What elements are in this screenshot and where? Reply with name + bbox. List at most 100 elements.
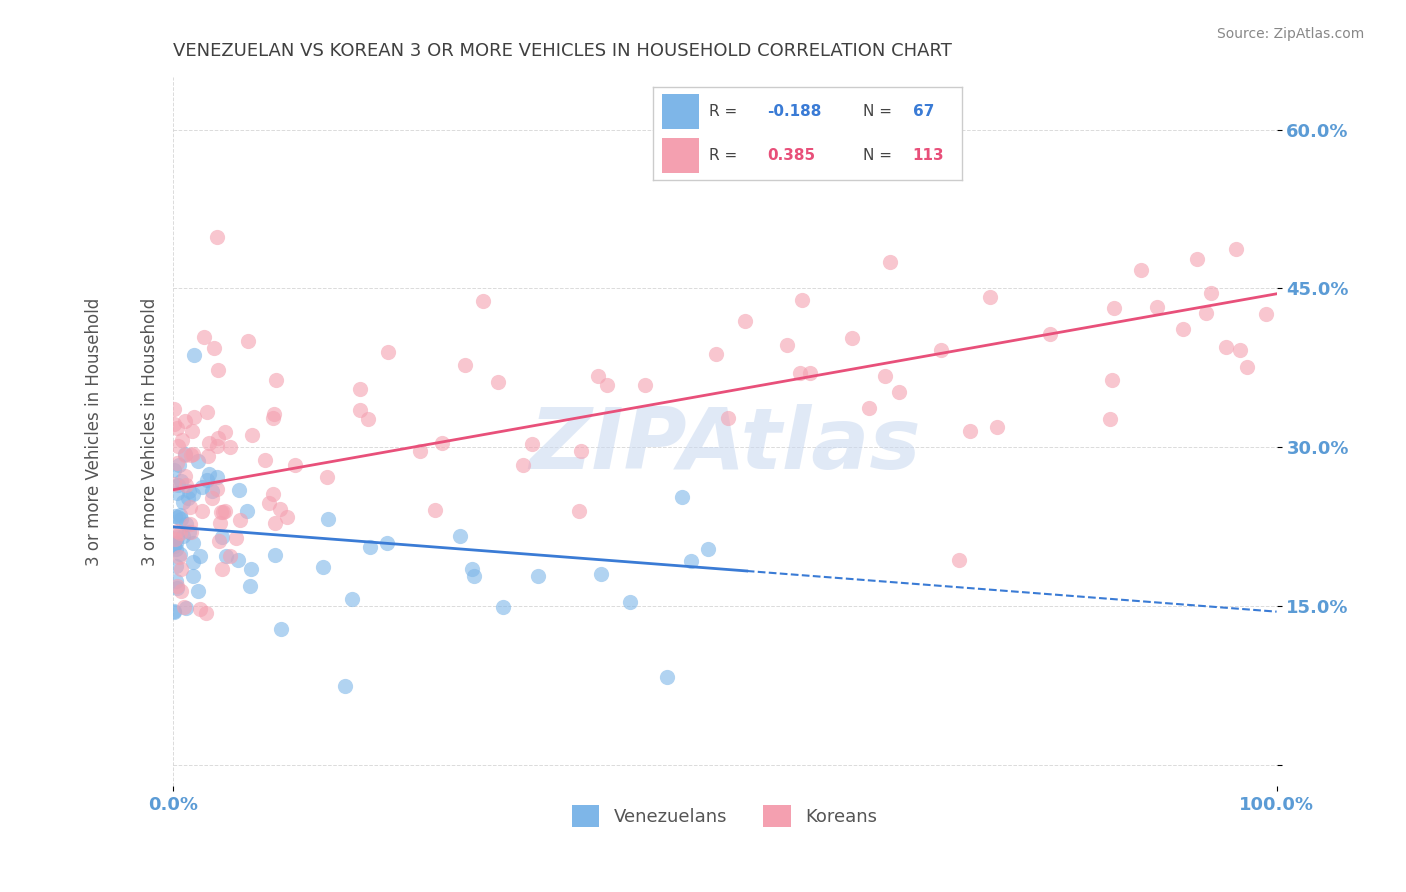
Point — [174, 447, 197, 461]
Point — [202, 341, 225, 355]
Point — [174, 601, 197, 615]
Point — [191, 480, 214, 494]
Point — [1187, 252, 1209, 266]
Point — [858, 401, 880, 415]
Point — [219, 440, 242, 454]
Point — [179, 484, 201, 499]
Point — [181, 536, 204, 550]
Point — [211, 530, 233, 544]
Point — [209, 505, 232, 519]
Point — [619, 595, 641, 609]
Point — [236, 334, 259, 348]
Point — [696, 542, 718, 557]
Point — [214, 504, 236, 518]
Point — [228, 483, 250, 498]
Point — [166, 477, 188, 491]
Point — [205, 439, 228, 453]
Point — [181, 487, 204, 501]
Point — [205, 470, 228, 484]
Point — [357, 411, 380, 425]
Legend: Venezuelans, Koreans: Venezuelans, Koreans — [565, 797, 884, 834]
Point — [163, 605, 186, 619]
Point — [169, 561, 191, 575]
Point — [1171, 321, 1194, 335]
Point — [188, 602, 211, 616]
Point — [986, 419, 1008, 434]
Point — [174, 516, 197, 531]
Point — [170, 512, 193, 526]
Point — [1146, 300, 1168, 314]
Point — [595, 378, 617, 392]
Point — [1229, 343, 1251, 357]
Point — [1199, 285, 1222, 300]
Point — [180, 448, 202, 462]
Point — [197, 449, 219, 463]
Point — [169, 526, 191, 541]
Point — [734, 314, 756, 328]
Point — [375, 536, 398, 550]
Point — [263, 549, 285, 563]
Point — [875, 369, 897, 384]
Point — [207, 431, 229, 445]
Point — [1039, 326, 1062, 341]
Point — [181, 555, 204, 569]
Point — [520, 437, 543, 451]
Point — [163, 508, 186, 523]
Point — [948, 553, 970, 567]
Point — [205, 230, 228, 244]
Point — [959, 424, 981, 438]
Point — [454, 359, 477, 373]
Point — [841, 331, 863, 345]
Point — [170, 475, 193, 489]
Point — [163, 605, 186, 619]
Point — [167, 509, 190, 524]
Point — [1236, 359, 1258, 374]
Point — [166, 530, 188, 544]
Point — [790, 293, 813, 307]
Point — [191, 504, 214, 518]
Point — [177, 525, 200, 540]
Point — [228, 553, 250, 567]
Point — [423, 502, 446, 516]
Point — [165, 574, 187, 589]
Text: Source: ZipAtlas.com: Source: ZipAtlas.com — [1216, 27, 1364, 41]
Point — [342, 591, 364, 606]
Point — [269, 501, 291, 516]
Point — [173, 448, 195, 462]
Point — [409, 443, 432, 458]
Point — [706, 347, 728, 361]
Point — [183, 409, 205, 424]
Point — [169, 508, 191, 522]
Point — [187, 454, 209, 468]
Point — [316, 512, 339, 526]
Point — [207, 363, 229, 377]
Point — [163, 402, 186, 417]
Point — [1254, 307, 1277, 321]
Point — [163, 417, 186, 431]
Point — [166, 421, 188, 435]
Point — [166, 486, 188, 500]
Point — [262, 487, 284, 501]
Point — [586, 369, 609, 384]
Text: VENEZUELAN VS KOREAN 3 OR MORE VEHICLES IN HOUSEHOLD CORRELATION CHART: VENEZUELAN VS KOREAN 3 OR MORE VEHICLES … — [173, 42, 952, 60]
Point — [163, 532, 186, 546]
Point — [316, 470, 339, 484]
Point — [166, 536, 188, 550]
Point — [634, 378, 657, 392]
Point — [263, 516, 285, 530]
Point — [170, 583, 193, 598]
Point — [671, 490, 693, 504]
Point — [284, 458, 307, 472]
Y-axis label: 3 or more Vehicles in Household: 3 or more Vehicles in Household — [86, 297, 103, 566]
Point — [257, 496, 280, 510]
Point — [716, 411, 738, 425]
Point — [174, 477, 197, 491]
Point — [163, 477, 186, 491]
Point — [512, 458, 534, 472]
Point — [201, 483, 224, 498]
Point — [183, 568, 205, 582]
Point — [264, 373, 287, 387]
Point — [263, 407, 285, 421]
Point — [170, 433, 193, 447]
Point — [195, 473, 218, 487]
